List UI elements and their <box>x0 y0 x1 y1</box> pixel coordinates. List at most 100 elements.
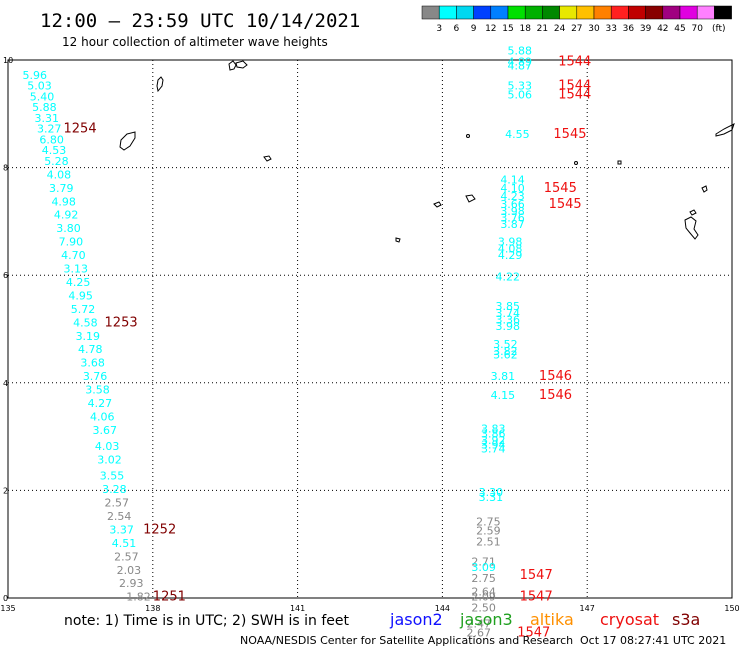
x-tick-label: 150 <box>724 604 739 613</box>
wave-height-label: 3.31 <box>479 491 504 504</box>
wave-height-label: 4.03 <box>95 440 120 453</box>
wave-height-label: 4.78 <box>78 343 103 356</box>
y-tick-label: 0 <box>3 594 8 603</box>
wave-height-label: 2.75 <box>476 515 501 528</box>
color-swatch <box>524 5 543 20</box>
legend-item-jason3: jason3 <box>459 610 513 629</box>
color-scale-unit: (ft) <box>712 24 726 34</box>
wave-height-label: 2.71 <box>471 556 496 569</box>
island-outline <box>715 123 735 137</box>
color-swatch <box>679 5 698 20</box>
wave-height-label: 3.80 <box>56 222 80 235</box>
wave-height-label: 4.08 <box>498 243 523 256</box>
page-title: 12:00 – 23:59 UTC 10/14/2021 <box>40 10 360 32</box>
wave-height-label: 4.55 <box>505 128 530 141</box>
wave-height-label: 3.98 <box>500 205 525 218</box>
color-swatch <box>473 5 492 20</box>
time-labels: 1254125312521251154415441544154515451545… <box>64 54 592 640</box>
pass-time-label: 1547 <box>520 568 553 583</box>
pass-time-label: 1547 <box>517 626 550 641</box>
wave-height-label: 4.51 <box>112 537 137 550</box>
wave-height-label: 3.52 <box>493 338 517 351</box>
wave-height-label: 2.50 <box>471 601 496 614</box>
color-scale-label: 9 <box>471 24 477 34</box>
pass-time-label: 1545 <box>553 127 586 142</box>
wave-height-label: 3.87 <box>500 218 525 231</box>
color-scale-label: 6 <box>454 24 460 34</box>
color-scale-label: 42 <box>657 24 668 34</box>
color-scale-label: 15 <box>502 24 513 34</box>
page-subtitle: 12 hour collection of altimeter wave hei… <box>62 35 328 49</box>
wave-height-label: 2.75 <box>471 572 496 585</box>
color-scale-label: 12 <box>485 24 496 34</box>
wave-height-label: 4.14 <box>500 174 525 187</box>
wave-height-label: 4.27 <box>88 397 113 410</box>
wave-height-label: 4.08 <box>47 168 72 181</box>
plot-frame <box>7 59 733 599</box>
color-scale-label: 33 <box>605 24 616 34</box>
color-swatch <box>507 5 526 20</box>
wave-height-label: 2.51 <box>476 535 501 548</box>
x-tick-label: 135 <box>0 604 15 613</box>
color-scale-label: 21 <box>537 24 548 34</box>
wave-height-label: 4.22 <box>495 271 520 284</box>
wave-height-label: 5.96 <box>22 69 47 82</box>
wave-height-label: 2.57 <box>114 550 139 563</box>
color-swatch <box>559 5 578 20</box>
wave-height-label: 4.98 <box>51 195 76 208</box>
legend-item-altika: altika <box>530 610 574 629</box>
wave-height-label: 2.59 <box>476 525 501 538</box>
color-scale-label: 24 <box>554 24 566 34</box>
island-dot <box>574 161 578 165</box>
wave-height-label: 2.03 <box>117 564 142 577</box>
wave-height-label: 4.87 <box>508 60 533 73</box>
wave-height-label: 3.98 <box>498 236 523 249</box>
pass-time-label: 1544 <box>558 54 591 69</box>
wave-height-label: 2.67 <box>467 627 492 640</box>
color-scale-label: 70 <box>691 24 703 34</box>
pass-time-label: 1545 <box>544 181 577 196</box>
color-swatch <box>662 5 681 20</box>
color-scale-bar: 3 6 9 12 15 18 21 24 27 30 33 36 39 42 45 70 <box>421 5 732 34</box>
wave-height-label: 3.62 <box>493 349 517 362</box>
pass-time-label: 1546 <box>539 369 572 384</box>
wave-height-label: 3.83 <box>481 422 506 435</box>
wave-height-label: 3.74 <box>481 443 506 456</box>
x-tick-label: 147 <box>580 604 595 613</box>
y-tick-label: 8 <box>3 164 8 173</box>
wave-height-label: 3.92 <box>481 434 506 447</box>
color-swatch <box>576 5 595 20</box>
wave-height-label: 2.64 <box>471 585 496 598</box>
color-swatch <box>456 5 474 20</box>
color-scale-label: 18 <box>519 24 531 34</box>
island-dot <box>466 134 470 138</box>
wave-height-label: 5.28 <box>44 155 68 168</box>
wave-height-label: 3.02 <box>97 454 122 467</box>
color-swatch <box>542 5 560 20</box>
wave-height-labels: 5.965.035.405.883.313.276.804.535.284.08… <box>22 45 532 640</box>
legend-item-s3a: s3a <box>672 610 700 629</box>
wave-height-label: 3.74 <box>495 307 520 320</box>
pass-time-label: 1253 <box>105 315 138 330</box>
wave-height-label: 3.58 <box>85 384 110 397</box>
wave-height-label: 3.55 <box>100 470 125 483</box>
y-tick-label: 2 <box>3 486 8 495</box>
color-swatch <box>645 5 664 20</box>
axis-tick-labels: 135 138 141 144 147 150 0 2 4 6 8 10 <box>0 56 739 613</box>
pass-time-label: 1251 <box>153 590 186 605</box>
wave-height-label: 3.76 <box>500 211 525 224</box>
wave-height-label: 3.27 <box>37 123 62 136</box>
island-outline <box>119 131 136 151</box>
y-tick-label: 10 <box>3 56 13 65</box>
wave-height-label: 3.94 <box>481 438 506 451</box>
color-scale-label: 27 <box>571 24 582 34</box>
color-scale-label: 45 <box>674 24 685 34</box>
wave-height-label: 5.33 <box>508 80 533 93</box>
pass-time-label: 1547 <box>520 590 553 605</box>
wave-height-label: 3.67 <box>92 424 117 437</box>
color-swatch <box>714 5 732 20</box>
wave-height-label: 6.80 <box>39 133 64 146</box>
wave-height-label: 3.79 <box>49 182 74 195</box>
wave-height-label: 4.89 <box>508 55 533 68</box>
wave-height-label: 3.31 <box>35 112 60 125</box>
